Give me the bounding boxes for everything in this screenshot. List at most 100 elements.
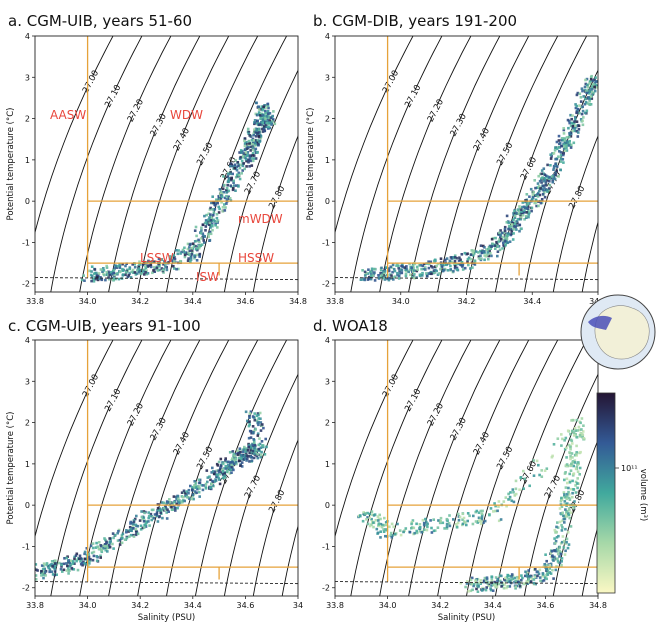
volume-cell [559, 160, 563, 163]
volume-cell [559, 157, 563, 161]
volume-cell [547, 188, 550, 192]
volume-cell [518, 584, 522, 588]
volume-cell [381, 276, 385, 280]
volume-cell [246, 151, 250, 154]
volume-cell [389, 534, 392, 537]
volume-cell [471, 254, 475, 257]
volume-cell [193, 484, 196, 487]
volume-cell [557, 146, 560, 149]
volume-cell [225, 191, 228, 194]
volume-cell [433, 258, 437, 262]
isopycnal-label-bg [469, 438, 494, 449]
volume-cell [55, 573, 58, 576]
volume-cell [73, 555, 76, 559]
volume-cell [195, 253, 199, 257]
volume-cell [261, 108, 264, 112]
volume-cell [564, 508, 567, 511]
volume-cell [532, 581, 536, 585]
volume-cell [247, 446, 251, 449]
volume-cell [415, 522, 418, 526]
volume-cell [142, 526, 146, 529]
volume-cell [568, 121, 571, 125]
volume-cell [455, 268, 459, 271]
volume-cell [368, 516, 372, 520]
volume-cell [165, 502, 168, 506]
volume-cell [575, 451, 578, 454]
volume-cell [562, 546, 566, 549]
volume-cell [147, 520, 150, 523]
volume-cell [225, 189, 228, 192]
volume-cell [568, 493, 571, 496]
volume-cell [212, 213, 215, 217]
volume-cell [575, 444, 578, 448]
volume-cell [564, 542, 567, 545]
volume-cell [215, 213, 219, 216]
volume-cell [94, 546, 98, 549]
volume-cell [260, 450, 263, 454]
volume-cell [238, 166, 242, 170]
volume-cell [79, 560, 82, 563]
volume-cell [479, 509, 483, 513]
volume-cell [155, 511, 159, 515]
volume-cell [537, 204, 540, 208]
volume-cell [419, 264, 422, 267]
volume-cell [198, 487, 201, 490]
volume-cell [101, 544, 105, 548]
volume-cell [436, 526, 440, 529]
volume-cell [182, 489, 186, 493]
volume-cell [456, 521, 460, 525]
volume-cell [204, 482, 208, 486]
volume-cell [105, 266, 109, 269]
volume-cell [540, 469, 543, 472]
volume-cell [549, 164, 552, 167]
volume-cell [191, 485, 194, 489]
volume-cell [458, 256, 461, 259]
volume-cell [405, 267, 408, 271]
volume-cell [534, 568, 537, 571]
volume-cell [105, 545, 108, 548]
volume-cell [562, 491, 566, 494]
volume-cell [570, 117, 573, 121]
volume-cell [359, 278, 363, 281]
volume-cell [526, 205, 530, 208]
label-isw: ISW [196, 270, 219, 284]
volume-cell [208, 216, 211, 219]
volume-cell [530, 209, 533, 213]
volume-cell [175, 249, 178, 252]
volume-cell [540, 169, 544, 172]
volume-cell [197, 490, 201, 494]
volume-cell [466, 260, 469, 263]
volume-cell [535, 204, 538, 208]
volume-cell [247, 130, 251, 134]
volume-cell [528, 195, 531, 198]
volume-cell [510, 223, 514, 226]
volume-cell [141, 262, 145, 266]
volume-cell [104, 538, 107, 542]
volume-cell [138, 519, 142, 522]
volume-cell [132, 533, 135, 537]
volume-cell [243, 167, 246, 171]
volume-cell [567, 144, 571, 147]
isopycnal-line [108, 36, 201, 292]
volume-cell [578, 428, 581, 432]
volume-cell [380, 273, 384, 277]
volume-cell [217, 205, 220, 209]
volume-cell [248, 414, 251, 418]
volume-cell [142, 520, 146, 523]
volume-cell [273, 122, 277, 126]
volume-cell [455, 523, 458, 526]
volume-cell [366, 522, 370, 526]
volume-cell [240, 454, 243, 457]
volume-cell [565, 537, 569, 541]
volume-cell [184, 492, 187, 495]
volume-cell [543, 469, 547, 472]
volume-cell [466, 519, 469, 523]
volume-cell [120, 541, 124, 545]
volume-cell [215, 462, 219, 466]
volume-cell [188, 497, 191, 500]
volume-cell [67, 559, 70, 563]
volume-cell [99, 544, 103, 548]
colorbar: 10¹¹ volume (m³) [596, 392, 648, 594]
volume-cell [229, 172, 232, 176]
volume-cell [593, 85, 596, 89]
